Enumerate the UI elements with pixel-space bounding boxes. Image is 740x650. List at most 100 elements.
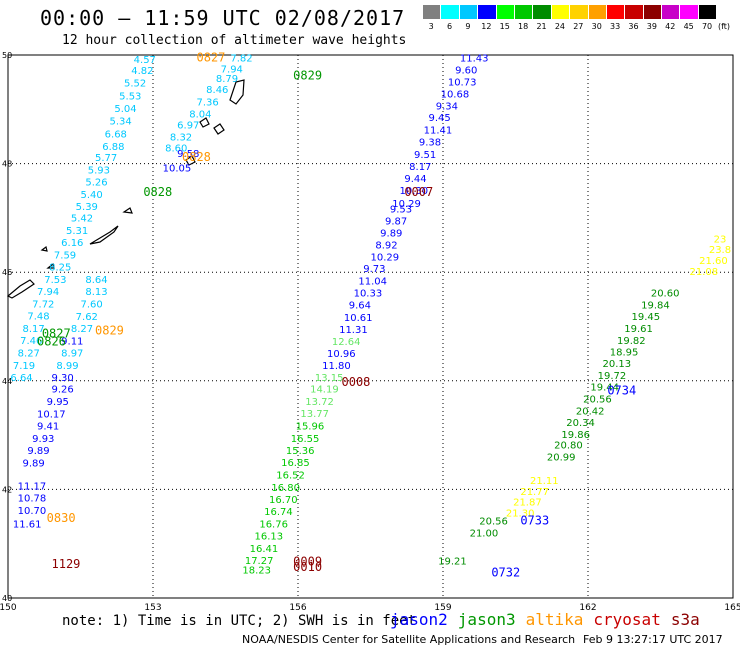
wave-height-label: 16.13 — [255, 531, 284, 542]
lon-tick-label: 165 — [724, 603, 740, 613]
wave-height-label: 8.97 — [61, 348, 83, 359]
legend-swatch — [477, 5, 496, 19]
legend-swatch — [440, 5, 459, 19]
wave-height-label: 16.80 — [271, 483, 300, 494]
wave-height-label: 13.72 — [305, 397, 334, 408]
wave-height-label: 9.51 — [414, 150, 436, 161]
track-time-label: 0829 — [293, 68, 322, 82]
legend-swatch — [495, 5, 514, 19]
wave-height-label: 6.88 — [102, 142, 124, 153]
wave-height-label: 4.82 — [131, 66, 153, 77]
wave-height-label: 8.46 — [206, 85, 228, 96]
wave-height-label: 4.57 — [134, 55, 156, 66]
wave-height-label: 5.40 — [81, 190, 103, 201]
wave-height-label: 7.94 — [221, 64, 243, 75]
island-outline — [213, 123, 225, 135]
legend-value: 70 — [701, 22, 713, 31]
wave-height-label: 19.21 — [438, 556, 467, 567]
wave-height-label: 6.97 — [177, 120, 199, 131]
wave-height-label: 16.85 — [281, 458, 310, 469]
legend-swatch — [642, 5, 662, 19]
wave-height-label: 5.39 — [76, 202, 98, 213]
legend-swatch — [679, 5, 698, 19]
wave-height-label: 8.32 — [170, 132, 192, 143]
wave-height-label: 7.72 — [32, 299, 54, 310]
wave-height-label: 5.42 — [71, 214, 93, 225]
wave-height-label: 8.17 — [23, 324, 45, 335]
legend-swatch — [513, 5, 533, 19]
legend-bin: 45 — [679, 5, 698, 31]
wave-height-label: 6.68 — [105, 130, 127, 141]
track-time-label: 0733 — [520, 514, 549, 528]
wave-height-label: 10.33 — [354, 289, 383, 300]
wave-height-label: 20.99 — [547, 453, 576, 464]
wave-height-label: 19.72 — [598, 371, 627, 382]
legend-bin: 9 — [458, 5, 478, 31]
legend-value: 12 — [481, 22, 492, 31]
wave-height-label: 23.8 — [709, 245, 731, 256]
wave-height-label: 11.41 — [424, 126, 453, 137]
lon-tick-label: 153 — [144, 603, 161, 613]
legend-bin: 42 — [661, 5, 680, 31]
legend-bin: 39 — [642, 5, 662, 31]
wave-height-label: 10.96 — [327, 349, 356, 360]
legend-value: 30 — [591, 22, 602, 31]
legend-swatch — [624, 5, 643, 19]
legend-value: 3 — [428, 22, 434, 31]
wave-height-label: 11.31 — [339, 325, 368, 336]
track-time-label: 0828 — [182, 150, 211, 164]
wave-height-label: 7.59 — [54, 251, 76, 262]
legend-value: 15 — [499, 22, 510, 31]
wave-height-label: 11.04 — [358, 277, 387, 288]
wave-height-label: 20.56 — [479, 517, 508, 528]
wave-height-label: 20.34 — [566, 418, 595, 429]
wave-height-label: 19.84 — [641, 301, 670, 312]
lat-tick-label: 40 — [2, 594, 12, 603]
wave-height-label: 8.04 — [189, 109, 211, 120]
wave-height-label: 9.89 — [380, 228, 402, 239]
wave-height-label: 9.53 — [390, 204, 412, 215]
island-outline — [185, 155, 196, 166]
wave-height-label: 9.26 — [52, 385, 74, 396]
wave-height-label: 10.29 — [371, 252, 400, 263]
wave-height-label: 11.43 — [460, 54, 489, 65]
satellite-s3a: s3a — [670, 610, 700, 629]
wave-height-label: 11.17 — [18, 481, 47, 492]
wave-height-label: 13.77 — [300, 409, 329, 420]
legend-value: 9 — [465, 22, 471, 31]
legend-bin: 3 — [422, 5, 441, 31]
wave-height-label: 7.94 — [37, 287, 59, 298]
wave-height-label: 8.92 — [375, 240, 397, 251]
legend-value: 36 — [628, 22, 639, 31]
wave-height-label: 10.78 — [18, 493, 47, 504]
track-time-label: 0010 — [293, 560, 322, 574]
track-time-label: 0008 — [342, 375, 371, 389]
satellite-altika: altika — [525, 610, 584, 629]
wave-height-label: 19.61 — [624, 324, 653, 335]
page-title: 00:00 — 11:59 UTC 02/08/2017 — [40, 6, 406, 30]
legend-swatch — [569, 5, 588, 19]
footer-timestamp: Feb 9 13:27:17 UTC 2017 — [583, 633, 723, 646]
track-time-label: 0827 — [197, 51, 226, 65]
track-time-label: 0827 — [42, 326, 71, 340]
wave-height-label: 21.30 — [506, 509, 535, 520]
wave-height-label: 9.95 — [47, 397, 69, 408]
legend-value: 18 — [518, 22, 529, 31]
wave-height-label: 9.41 — [37, 422, 59, 433]
wave-height-label: 9.89 — [23, 459, 45, 470]
wave-height-label: 9.73 — [363, 264, 385, 275]
wave-height-label: 7.62 — [76, 312, 98, 323]
wave-height-label: 19.82 — [617, 336, 646, 347]
page-subtitle: 12 hour collection of altimeter wave hei… — [62, 33, 407, 48]
wave-height-label: 21.08 — [690, 267, 719, 278]
wave-height-label: 9.93 — [32, 434, 54, 445]
wave-height-label: 21.00 — [470, 529, 499, 540]
legend-swatch — [550, 5, 570, 19]
track-time-label: 0009 — [293, 554, 322, 568]
track-time-label: 0826 — [37, 335, 66, 349]
legend-bin: 33 — [605, 5, 625, 31]
lon-tick-label: 159 — [434, 603, 451, 613]
legend-swatch — [587, 5, 606, 19]
wave-height-label: 10.70 — [18, 506, 47, 517]
legend-swatch — [661, 5, 680, 19]
